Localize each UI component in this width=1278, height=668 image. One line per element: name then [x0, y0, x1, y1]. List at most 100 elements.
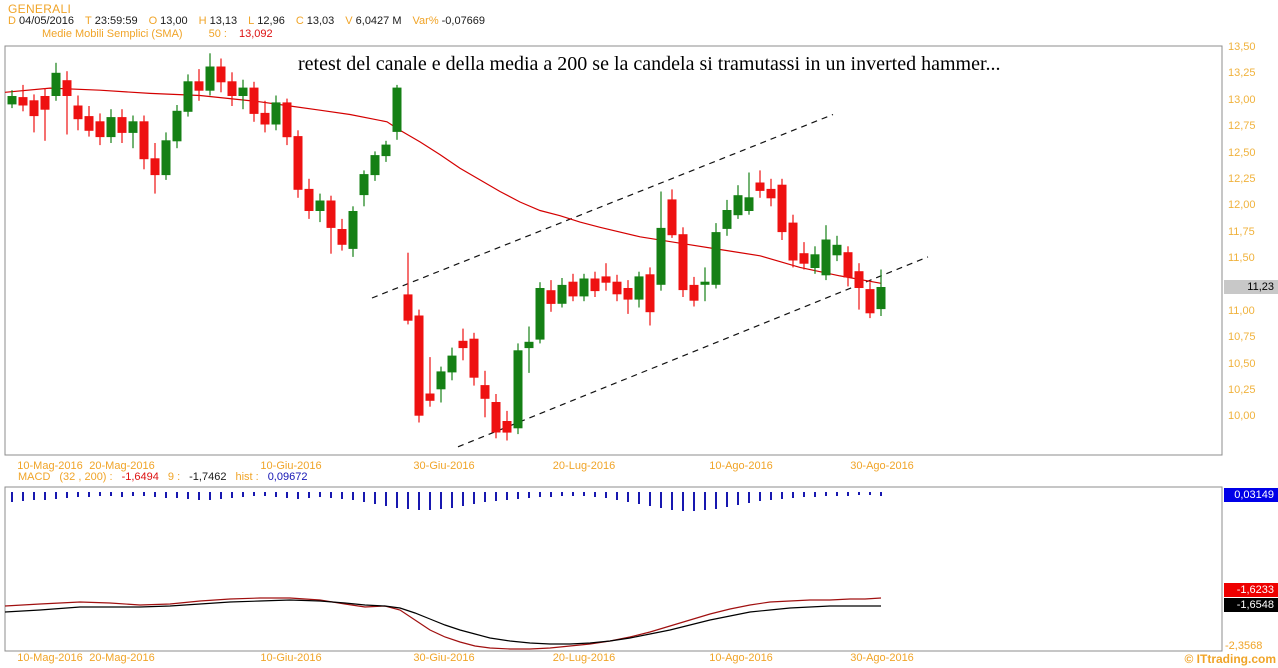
candle — [271, 102, 281, 125]
candle — [29, 100, 39, 117]
candle — [711, 232, 721, 285]
candle — [161, 140, 171, 176]
candle — [326, 200, 336, 228]
watermark-copyright[interactable]: © ITtrading.com — [1184, 652, 1276, 666]
candle — [282, 102, 292, 138]
candle — [513, 350, 523, 429]
sma-indicator-row[interactable]: Medie Mobili Semplici (SMA) 50 : 13,092 — [42, 28, 273, 40]
x-axis-label: 10-Giu-2016 — [260, 460, 322, 472]
price-tick-label: 10,75 — [1228, 331, 1256, 344]
price-tick-label: 12,00 — [1228, 199, 1256, 212]
candle — [876, 287, 886, 310]
quote-ohlc-row: D 04/05/2016 T 23:59:59 O 13,00 H 13,13 L 12,96 C 1… — [8, 15, 485, 27]
quote-field: C 13,03 — [295, 15, 335, 27]
candle — [205, 66, 215, 91]
candle — [403, 294, 413, 321]
candle — [18, 97, 28, 106]
candle — [106, 117, 116, 138]
candle — [227, 81, 237, 97]
macd-line — [4, 597, 882, 650]
macd-chart-frame — [4, 486, 1223, 652]
candle — [821, 239, 831, 276]
price-tick-label: 12,75 — [1228, 120, 1256, 133]
candle — [392, 87, 402, 132]
x-axis-label: 30-Giu-2016 — [413, 652, 475, 664]
quote-field: V 6,0427 M — [345, 15, 402, 27]
macd-name: MACD — [18, 471, 51, 483]
candle — [7, 96, 17, 105]
macd-hist-value: 0,09672 — [267, 471, 308, 483]
candle — [623, 288, 633, 300]
candle — [62, 80, 72, 96]
candle — [733, 195, 743, 216]
candle — [656, 227, 666, 285]
candle — [777, 184, 787, 233]
candle — [51, 72, 61, 97]
quote-field: L 12,96 — [248, 15, 285, 27]
x-axis-label: 20-Mag-2016 — [89, 460, 155, 472]
candle — [238, 87, 248, 96]
price-tick-label: 13,25 — [1228, 67, 1256, 80]
price-tick-label: 12,25 — [1228, 172, 1256, 185]
candle — [194, 81, 204, 91]
price-tick-label: 13,00 — [1228, 93, 1256, 106]
candle — [722, 210, 732, 229]
candle — [40, 96, 50, 110]
candle — [183, 81, 193, 112]
candle — [546, 290, 556, 304]
chart-annotation[interactable]: retest del canale e della media a 200 se… — [298, 53, 1001, 75]
candle — [843, 252, 853, 278]
x-axis-label: 10-Giu-2016 — [260, 652, 322, 664]
quote-field: H 13,13 — [198, 15, 238, 27]
candle — [414, 315, 424, 416]
candle — [315, 200, 325, 211]
x-axis-label: 10-Mag-2016 — [17, 652, 83, 664]
price-tick-label: 10,00 — [1228, 410, 1256, 423]
candle — [667, 199, 677, 236]
x-axis-label: 30-Ago-2016 — [850, 652, 914, 664]
candle — [172, 110, 182, 142]
candle — [95, 121, 105, 138]
candle — [810, 254, 820, 269]
sma-period: 50 : — [208, 28, 227, 40]
price-tick-label: 10,50 — [1228, 357, 1256, 370]
candle — [865, 289, 875, 314]
candle — [854, 271, 864, 289]
candle — [744, 197, 754, 212]
candle — [832, 244, 842, 256]
quote-field: Var% -0,07669 — [412, 15, 486, 27]
price-tick-label: 13,50 — [1228, 41, 1256, 53]
candle — [755, 182, 765, 191]
candle — [535, 288, 545, 340]
macd-hist-tag: 0,03149 — [1224, 488, 1278, 502]
quote-field: D 04/05/2016 — [8, 15, 75, 27]
candle — [359, 174, 369, 196]
price-tick-label: 11,00 — [1228, 304, 1255, 317]
candle — [612, 281, 622, 295]
candle — [458, 340, 468, 349]
candle — [84, 116, 94, 131]
macd-line-tag: -1,6233 — [1224, 583, 1278, 597]
quote-field: O 13,00 — [148, 15, 188, 27]
candle — [799, 253, 809, 264]
candle — [590, 278, 600, 292]
macd-params: (32 , 200) : — [59, 471, 113, 483]
macd-indicator-row[interactable]: MACD (32 , 200) : -1,6494 9 : -1,7462 hi… — [18, 471, 307, 483]
candle — [425, 393, 435, 401]
channel-lower-line — [457, 256, 929, 448]
candle — [337, 229, 347, 245]
x-axis-label: 10-Ago-2016 — [709, 652, 773, 664]
x-axis-label: 30-Ago-2016 — [850, 460, 914, 472]
candle — [469, 338, 479, 378]
candle — [678, 234, 688, 291]
candle — [304, 188, 314, 211]
candle — [73, 105, 83, 120]
candle — [216, 66, 226, 83]
candle — [524, 341, 534, 349]
candle — [634, 276, 644, 300]
candle — [579, 278, 589, 297]
quote-field: T 23:59:59 — [85, 15, 138, 27]
candle — [128, 121, 138, 133]
price-tick-label: 12,50 — [1228, 146, 1256, 159]
